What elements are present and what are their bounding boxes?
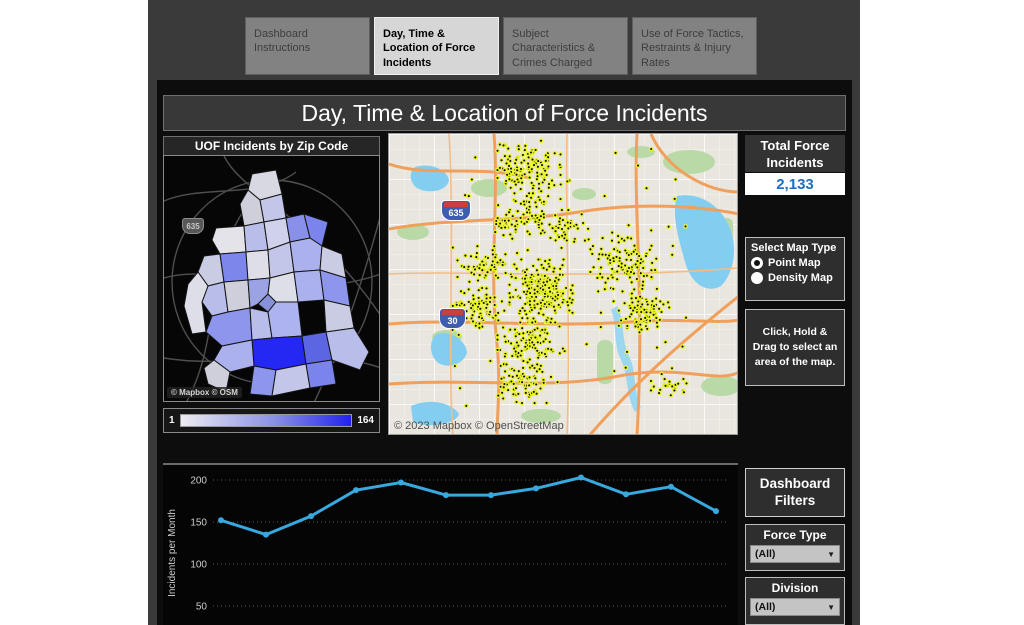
hint-text: Click, Hold & Drag to select an area of … xyxy=(752,326,838,368)
legend-max-value: 164 xyxy=(357,415,374,426)
zip-map-attribution[interactable]: © Mapbox © OSM xyxy=(167,387,242,398)
force-type-filter: Force Type (All) ▼ xyxy=(745,524,845,571)
filters-title-text: Dashboard Filters xyxy=(759,475,831,508)
tab-subject-characteristics[interactable]: Subject Characteristics & Crimes Charged xyxy=(503,17,628,75)
division-value: (All) xyxy=(755,601,776,613)
map-drag-hint: Click, Hold & Drag to select an area of … xyxy=(745,309,845,386)
incident-point-map[interactable]: 635 30 © 2023 Mapbox © OpenStreetMap xyxy=(388,133,738,435)
tab-label: Dashboard Instructions xyxy=(254,28,311,55)
force-type-label: Force Type xyxy=(763,528,827,542)
tab-label: Use of Force Tactics, Restraints & Injur… xyxy=(641,28,744,69)
kpi-label-text: Total Force Incidents xyxy=(760,138,830,170)
shield-label: 635 xyxy=(448,208,464,218)
interstate-635-shield: 635 xyxy=(441,200,471,221)
interstate-30-shield: 30 xyxy=(439,308,466,329)
division-label: Division xyxy=(771,581,819,595)
zip-regions-layer[interactable] xyxy=(183,169,370,397)
kpi-value-text: 2,133 xyxy=(776,175,814,193)
radio-label-density-map: Density Map xyxy=(768,272,833,284)
radio-label-point-map: Point Map xyxy=(768,257,821,269)
radio-row-point-map[interactable]: Point Map xyxy=(751,257,839,269)
attribution-text: © 2023 Mapbox © OpenStreetMap xyxy=(394,420,564,432)
chevron-down-icon: ▼ xyxy=(827,549,835,559)
svg-text:200: 200 xyxy=(190,476,207,487)
water-layer xyxy=(410,165,735,426)
point-map-attribution[interactable]: © 2023 Mapbox © OpenStreetMap xyxy=(394,420,564,432)
incident-dots-layer[interactable] xyxy=(447,138,689,409)
incidents-per-month-chart[interactable]: 200 150 100 50 Incidents per Month xyxy=(163,463,738,625)
tab-dashboard-instructions[interactable]: Dashboard Instructions xyxy=(245,17,370,75)
force-type-dropdown[interactable]: (All) ▼ xyxy=(750,545,840,563)
zip-map-svg xyxy=(164,156,379,401)
force-type-value: (All) xyxy=(755,548,776,560)
page-title-text: Day, Time & Location of Force Incidents xyxy=(301,99,708,126)
point-map-svg xyxy=(389,134,737,434)
tab-uof-tactics[interactable]: Use of Force Tactics, Restraints & Injur… xyxy=(632,17,757,75)
tab-label: Subject Characteristics & Crimes Charged xyxy=(512,28,596,69)
attribution-text: © Mapbox © OSM xyxy=(171,388,238,397)
page-title: Day, Time & Location of Force Incidents xyxy=(163,95,846,131)
interstate-635-shield-small: 635 xyxy=(182,218,204,234)
zip-color-legend: 1 164 xyxy=(163,408,380,433)
zip-map-title-text: UOF Incidents by Zip Code xyxy=(194,139,349,153)
parks-layer xyxy=(397,146,737,423)
legend-min-value: 1 xyxy=(169,415,175,426)
map-type-selector: Select Map Type Point Map Density Map xyxy=(745,237,845,301)
line-chart-svg: 200 150 100 50 Incidents per Month xyxy=(167,474,729,613)
radio-density-map[interactable] xyxy=(751,272,763,284)
division-filter: Division (All) ▼ xyxy=(745,577,845,625)
zip-choropleth-map[interactable]: 635 © Mapbox © OSM xyxy=(163,155,380,402)
dashboard-filters-title: Dashboard Filters xyxy=(745,468,845,517)
tab-label: Day, Time & Location of Force Incidents xyxy=(383,28,476,69)
svg-text:100: 100 xyxy=(190,560,207,571)
total-force-incidents-value: 2,133 xyxy=(745,173,845,195)
radio-point-map[interactable] xyxy=(751,257,763,269)
tab-day-time-location[interactable]: Day, Time & Location of Force Incidents xyxy=(374,17,499,75)
svg-text:Incidents per Month: Incidents per Month xyxy=(167,509,178,597)
map-type-title: Select Map Type xyxy=(751,242,837,254)
division-dropdown[interactable]: (All) ▼ xyxy=(750,598,840,616)
chevron-down-icon: ▼ xyxy=(827,602,835,612)
svg-text:150: 150 xyxy=(190,518,207,529)
shield-label: 635 xyxy=(186,221,200,231)
radio-row-density-map[interactable]: Density Map xyxy=(751,272,839,284)
shield-label: 30 xyxy=(447,316,458,326)
legend-color-ramp xyxy=(179,414,353,427)
svg-text:50: 50 xyxy=(196,602,208,613)
total-force-incidents-label: Total Force Incidents xyxy=(745,135,845,172)
zip-map-title: UOF Incidents by Zip Code xyxy=(163,136,380,155)
